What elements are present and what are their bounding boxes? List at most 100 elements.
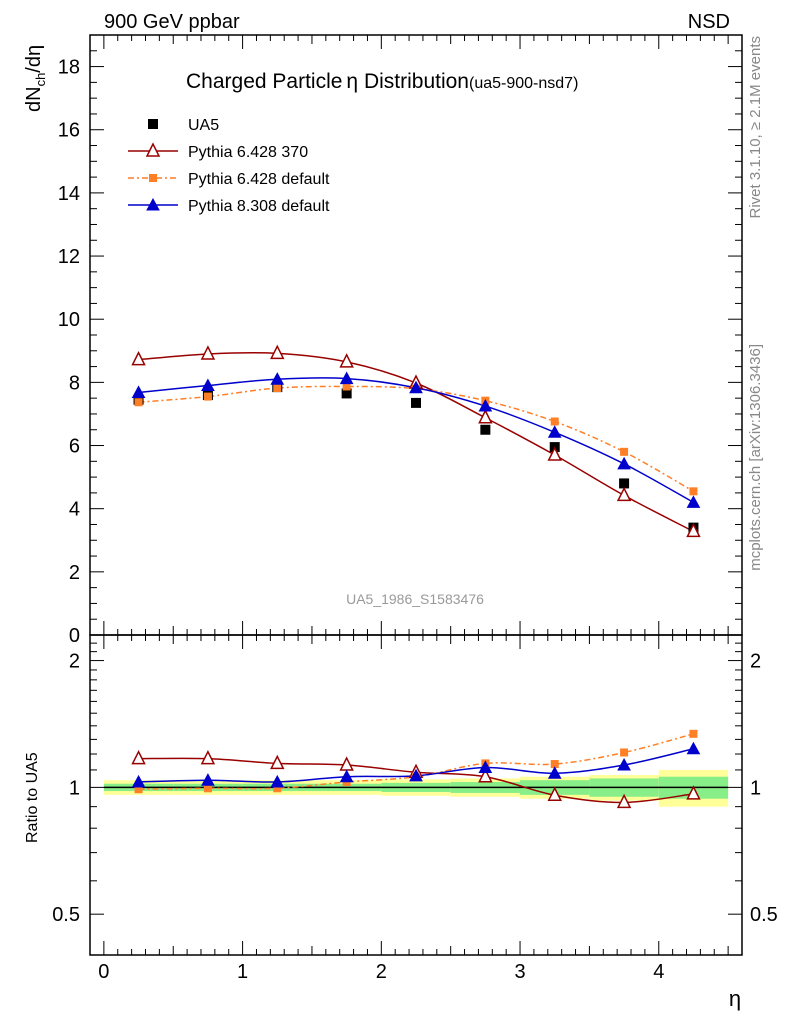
ratio-point-1: [689, 729, 698, 738]
ratio-point-0: [131, 749, 146, 765]
legend-marker: [145, 142, 161, 157]
ratio-plot-frame: [89, 634, 743, 956]
x-axis-label: η: [729, 986, 741, 1011]
ratio-y-tick-label-right: 0.5: [750, 904, 778, 926]
series-point-1: [203, 392, 212, 401]
y-tick-label: 6: [69, 436, 80, 458]
y-tick-label: 14: [58, 183, 80, 205]
series-point-0: [200, 345, 216, 360]
series-point-0: [478, 409, 493, 424]
series-point-1: [620, 447, 629, 456]
series-point-0: [686, 522, 701, 538]
ratio-point-1: [273, 784, 282, 793]
legend-label: Pythia 6.428 default: [188, 171, 330, 188]
data-point: [619, 478, 630, 489]
legend-marker: [148, 119, 158, 129]
x-tick-label: 4: [653, 961, 664, 983]
y-tick-label: 8: [69, 372, 80, 394]
x-tick-label: 0: [98, 961, 109, 983]
ratio-y-axis-label: Ratio to UA5: [24, 752, 41, 843]
chart-title-rest: Distribution: [358, 70, 469, 93]
ratio-point-2: [409, 768, 423, 782]
ratio-point-1: [550, 760, 559, 769]
series-point-2: [547, 425, 562, 438]
ratio-point-0: [200, 749, 216, 765]
data-point: [411, 397, 421, 408]
legend: UA5 Pythia 6.428 370 Pythia 6.428 default P…: [128, 117, 330, 215]
series-point-1: [550, 417, 559, 426]
ratio-line-1: [138, 733, 694, 790]
ratio-point-2: [270, 774, 285, 788]
series-point-1: [689, 487, 698, 496]
x-tick-label: 2: [376, 961, 387, 983]
ratio-point-0: [547, 786, 562, 801]
legend-marker: [146, 197, 160, 211]
series-point-1: [342, 382, 351, 391]
y-axis-label: dNch/dη: [23, 45, 48, 112]
ratio-y-tick-label: 1: [69, 777, 80, 799]
series-point-2: [617, 456, 631, 470]
ratio-point-0: [478, 768, 493, 783]
y-tick-label: 10: [58, 309, 80, 331]
x-tick-label: 1: [237, 961, 248, 983]
ratio-y-tick-label-right: 2: [750, 651, 761, 673]
ratio-point-0: [616, 793, 632, 809]
ratio-point-2: [339, 769, 354, 783]
series-point-0: [270, 344, 285, 360]
chart-title: Charged Particle η Distribution(ua5-900-n…: [186, 70, 578, 93]
mcplots-label: mcplots.cern.ch [arXiv:1306.3436]: [747, 344, 764, 571]
ratio-point-2: [686, 741, 701, 755]
rivet-label: Rivet 3.1.10, ≥ 2.1M events: [747, 36, 764, 219]
y-tick-label: 0: [69, 625, 80, 647]
series-point-2: [131, 385, 146, 398]
data-point: [480, 424, 491, 435]
ratio-point-0: [270, 754, 285, 770]
y-tick-label: 2: [69, 562, 80, 584]
series-point-2: [270, 372, 285, 385]
y-axis-label-sub: ch: [33, 73, 48, 87]
ratio-plot: 0 1 2 3 4 0.5 0.5 1 1 2 2: [52, 634, 778, 983]
legend-label: Pythia 8.308 default: [188, 198, 330, 215]
series-point-2: [478, 399, 493, 412]
series-point-0: [547, 446, 562, 461]
header-right: NSD: [688, 11, 730, 33]
ratio-point-2: [131, 774, 146, 788]
series-point-2: [686, 495, 701, 508]
data-point: [341, 388, 352, 399]
series-point-1: [273, 384, 282, 393]
legend-label: Pythia 6.428 370: [188, 144, 308, 161]
legend-label: UA5: [188, 117, 219, 134]
ratio-point-2: [547, 766, 562, 779]
ratio-point-2: [617, 757, 631, 771]
y-axis-label-main: dN: [23, 86, 45, 112]
chart-title-symbol: η: [346, 70, 358, 93]
ratio-point-1: [203, 784, 212, 793]
series-point-0: [131, 350, 146, 366]
series-point-0: [339, 353, 354, 368]
ratio-point-0: [686, 785, 701, 800]
x-tick-label: 3: [514, 961, 525, 983]
ratio-point-1: [134, 785, 143, 794]
y-tick-label: 18: [58, 57, 80, 79]
legend-marker: [149, 174, 157, 182]
header-left: 900 GeV ppbar: [104, 11, 240, 33]
series-point-2: [201, 378, 215, 392]
analysis-watermark: UA5_1986_S1583476: [346, 591, 484, 607]
series-line-2: [138, 377, 694, 504]
ratio-point-2: [478, 760, 493, 773]
ratio-point-1: [620, 748, 629, 757]
chart-title-tag: (ua5-900-nsd7): [469, 75, 578, 92]
series-point-2: [409, 380, 423, 394]
y-axis-label-tail: /dη: [23, 45, 45, 73]
y-tick-label: 4: [69, 499, 80, 521]
y-tick-label: 16: [58, 120, 80, 142]
ratio-y-tick-label-right: 1: [750, 777, 761, 799]
ratio-point-2: [201, 773, 215, 786]
ratio-point-0: [339, 756, 354, 771]
y-tick-label: 12: [58, 246, 80, 268]
chart-title-main: Charged Particle: [186, 70, 342, 93]
series-point-1: [134, 398, 143, 407]
ratio-y-tick-label: 2: [69, 651, 80, 673]
